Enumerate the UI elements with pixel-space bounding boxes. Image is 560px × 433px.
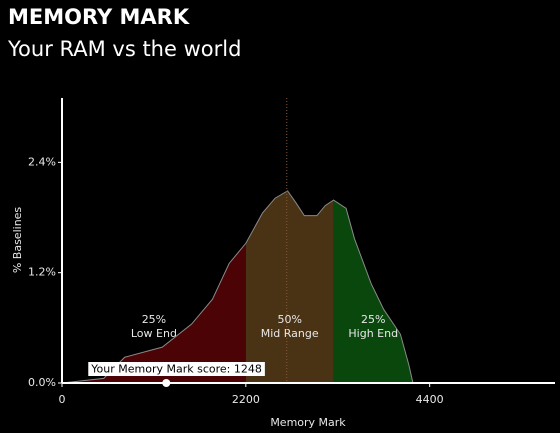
score-tooltip: Your Memory Mark score: 1248 (90, 363, 262, 376)
score-tooltip-box (88, 362, 265, 376)
region-name: Mid Range (261, 327, 319, 340)
y-tick-label: 2.4% (28, 155, 56, 168)
region-name: High End (348, 327, 398, 340)
region-area (62, 243, 246, 383)
x-tick-label: 2200 (232, 393, 260, 406)
x-tick-label: 0 (59, 393, 66, 406)
distribution-line (61, 190, 414, 384)
x-tick-label: 4400 (416, 393, 444, 406)
y-axis-label: % Baselines (11, 207, 24, 274)
x-axis-label: Memory Mark (270, 416, 346, 429)
region-name: Low End (131, 327, 177, 340)
region-share: 50% (277, 313, 301, 326)
region-area (245, 190, 334, 383)
region-area (333, 200, 413, 383)
region-share: 25% (361, 313, 385, 326)
y-tick-label: 1.2% (28, 266, 56, 279)
score-marker (162, 379, 171, 387)
chart-subtitle: Your RAM vs the world (7, 37, 241, 61)
chart-title: MEMORY MARK (8, 5, 190, 29)
y-tick-label: 0.0% (28, 376, 56, 389)
region-share: 25% (142, 313, 166, 326)
